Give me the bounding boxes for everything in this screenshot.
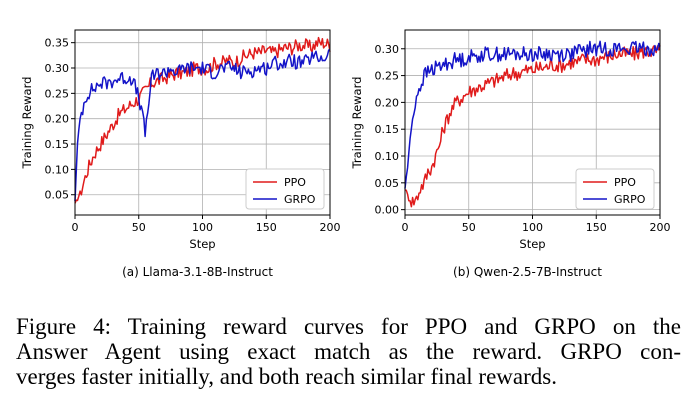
x-tick-label: 50 bbox=[132, 221, 146, 234]
subcaption: (a) Llama-3.1-8B-Instruct bbox=[122, 265, 273, 279]
x-tick-label: 0 bbox=[402, 221, 409, 234]
x-tick-label: 50 bbox=[462, 221, 476, 234]
figure-caption: Figure 4: Training reward curves for PPO… bbox=[16, 314, 681, 389]
x-tick-label: 150 bbox=[586, 221, 607, 234]
y-tick-label: 0.20 bbox=[375, 96, 400, 109]
chart-panel-2: 0 50 100 150 200 0.00 0.05 0.10 0.15 0.20 0.25 0.30… bbox=[350, 29, 671, 279]
y-tick-label: 0.30 bbox=[45, 62, 70, 75]
x-tick-label: 100 bbox=[192, 221, 213, 234]
y-tick-label: 0.30 bbox=[375, 43, 400, 56]
chart-panel-1: 0 50 100 150 200 0.05 0.10 0.15 0.20 0.25 0.30 0.35… bbox=[20, 29, 341, 279]
series-line-grpo bbox=[404, 40, 661, 189]
y-tick-label: 0.15 bbox=[375, 123, 400, 136]
legend-label-ppo: PPO bbox=[614, 176, 636, 189]
y-axis-label: Training Reward bbox=[20, 77, 34, 170]
y-tick-label: 0.25 bbox=[375, 70, 400, 83]
figure-panels: 0 50 100 150 200 0.05 0.10 0.15 0.20 0.25 0.30 0.35… bbox=[20, 29, 671, 279]
y-tick-label: 0.20 bbox=[45, 113, 70, 126]
y-tick-label: 0.05 bbox=[45, 189, 70, 202]
legend: PPO GRPO bbox=[245, 168, 325, 210]
x-tick-label: 200 bbox=[320, 221, 341, 234]
legend-label-grpo: GRPO bbox=[614, 193, 646, 206]
legend-label-ppo: PPO bbox=[284, 176, 306, 189]
legend: PPO GRPO bbox=[575, 168, 655, 210]
y-tick-label: 0.05 bbox=[375, 177, 400, 190]
series-line-ppo bbox=[404, 44, 661, 208]
x-tick-label: 150 bbox=[256, 221, 277, 234]
y-tick-label: 0.00 bbox=[375, 204, 400, 217]
y-tick-label: 0.35 bbox=[45, 37, 70, 50]
series-line-ppo bbox=[74, 36, 331, 204]
subcaption: (b) Qwen-2.5-7B-Instruct bbox=[453, 265, 602, 279]
x-tick-label: 200 bbox=[650, 221, 671, 234]
x-tick-label: 0 bbox=[72, 221, 79, 234]
y-tick-label: 0.15 bbox=[45, 138, 70, 151]
x-axis-label: Step bbox=[189, 237, 215, 251]
caption-line-2: Answer Agent using exact match as the re… bbox=[16, 339, 681, 364]
y-axis-label: Training Reward bbox=[350, 77, 364, 170]
x-tick-label: 100 bbox=[522, 221, 543, 234]
y-tick-label: 0.10 bbox=[375, 150, 400, 163]
caption-line-3: verges faster initially, and both reach … bbox=[16, 364, 557, 389]
series-line-grpo bbox=[74, 48, 331, 202]
x-axis-label: Step bbox=[519, 237, 545, 251]
legend-label-grpo: GRPO bbox=[284, 193, 316, 206]
y-tick-label: 0.10 bbox=[45, 163, 70, 176]
y-tick-label: 0.25 bbox=[45, 87, 70, 100]
caption-line-1: Figure 4: Training reward curves for PPO… bbox=[16, 314, 681, 339]
